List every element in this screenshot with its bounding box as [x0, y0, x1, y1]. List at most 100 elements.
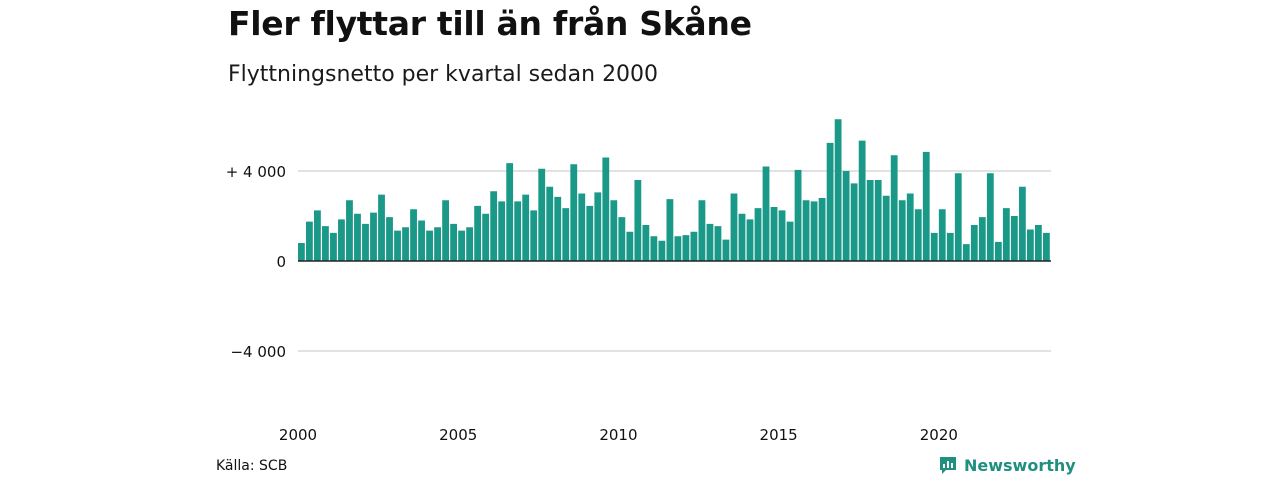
bar-2021K1	[970, 225, 978, 261]
bar-2014K2	[754, 208, 762, 262]
bar-2009K2	[594, 192, 602, 262]
bar-2016K3	[826, 142, 834, 262]
y-axis-labels: + 4 000 0 −4 000	[226, 163, 286, 361]
bar-2023K1	[1034, 225, 1042, 261]
bar-2000K1	[298, 243, 305, 261]
bar-2000K3	[314, 210, 321, 262]
bar-2000K2	[306, 221, 313, 262]
bar-2018K1	[874, 180, 882, 261]
bar-2003K1	[394, 230, 401, 262]
x-tick-label: 2010	[599, 426, 637, 444]
bar-2013K1	[714, 226, 722, 262]
bar-2014K3	[762, 166, 770, 261]
bar-2014K4	[770, 207, 778, 261]
bar-2022K1	[1002, 208, 1010, 262]
bar-2010K3	[634, 180, 642, 261]
bar-2008K1	[554, 196, 562, 262]
x-tick-label: 2020	[920, 426, 958, 444]
bar-2017K4	[866, 180, 874, 261]
x-axis-labels: 2000 2005 2010 2015 2020	[279, 426, 958, 444]
bar-2009K4	[610, 200, 618, 261]
bar-2021K4	[994, 241, 1002, 262]
bar-2019K1	[906, 193, 914, 261]
bar-2018K3	[890, 155, 898, 261]
bar-2009K3	[602, 157, 610, 261]
bar-2011K2	[658, 240, 666, 261]
bar-2017K1	[842, 171, 850, 261]
bar-2015K2	[786, 221, 794, 262]
bar-2004K1	[426, 230, 433, 262]
bar-2020K3	[954, 173, 962, 261]
bar-2004K3	[442, 200, 449, 261]
bar-2020K4	[962, 244, 970, 262]
bar-2021K3	[986, 173, 994, 261]
bar-2005K1	[458, 230, 466, 262]
chart-title: Fler flyttar till än från Skåne	[228, 4, 752, 43]
bar-2003K4	[418, 220, 425, 261]
bar-2008K4	[578, 193, 586, 261]
bar-2015K1	[778, 210, 786, 262]
bar-2006K3	[506, 163, 514, 262]
bar-2002K3	[378, 194, 385, 262]
bar-2006K2	[498, 201, 506, 262]
bar-2022K4	[1026, 229, 1034, 261]
bar-2002K2	[370, 212, 377, 262]
bar-2011K3	[666, 199, 674, 262]
bar-2014K1	[746, 219, 754, 262]
bar-2011K4	[674, 236, 682, 261]
bar-2007K4	[546, 186, 554, 261]
bar-2006K4	[514, 201, 522, 262]
bar-2001K2	[338, 219, 345, 262]
chart-subtitle: Flyttningsnetto per kvartal sedan 2000	[228, 62, 659, 87]
bar-2010K2	[626, 231, 634, 261]
bar-2022K2	[1010, 216, 1018, 261]
bar-2016K4	[834, 119, 842, 261]
x-tick-label: 2005	[439, 426, 477, 444]
bar-2018K2	[882, 195, 890, 261]
bar-2003K3	[410, 209, 417, 261]
bar-2012K4	[706, 223, 714, 262]
bar-2020K2	[946, 232, 954, 262]
bar-2012K2	[690, 231, 698, 261]
y-tick-label: + 4 000	[226, 163, 286, 181]
bar-2018K4	[898, 200, 906, 261]
brand-name: Newsworthy	[964, 455, 1076, 475]
bar-2008K2	[562, 208, 570, 262]
bar-2011K1	[650, 236, 658, 261]
bar-2016K1	[810, 201, 818, 262]
newsworthy-logo-icon	[940, 457, 956, 474]
bar-2000K4	[322, 226, 329, 262]
brand-logo[interactable]: Newsworthy	[938, 455, 1076, 475]
bar-2012K3	[698, 200, 706, 261]
bar-2023K2	[1042, 232, 1050, 262]
bar-2005K2	[466, 227, 474, 261]
bar-2001K3	[346, 200, 353, 261]
bar-2004K2	[434, 227, 441, 261]
source-note: Källa: SCB	[216, 458, 288, 474]
bar-2010K1	[618, 217, 626, 262]
bar-2004K4	[450, 223, 458, 262]
bar-2007K3	[538, 168, 546, 261]
bar-2017K2	[850, 183, 858, 262]
bar-2007K2	[530, 210, 538, 262]
bar-2007K1	[522, 194, 530, 262]
y-tick-label: −4 000	[230, 343, 286, 361]
bar-2012K1	[682, 235, 690, 262]
bar-2009K1	[586, 205, 594, 262]
bar-2013K3	[730, 193, 738, 261]
bar-2015K3	[794, 169, 802, 262]
bar-2008K3	[570, 164, 578, 261]
bars	[298, 119, 1050, 262]
bar-2002K4	[386, 217, 393, 262]
bar-2016K2	[818, 198, 826, 261]
x-tick-label: 2000	[279, 426, 317, 444]
bar-2020K1	[938, 209, 946, 261]
bar-2006K1	[490, 191, 498, 261]
bar-2019K4	[930, 232, 938, 262]
y-tick-label: 0	[276, 253, 286, 271]
bar-2019K2	[914, 209, 922, 261]
bar-2003K2	[402, 227, 409, 261]
x-tick-label: 2015	[760, 426, 798, 444]
bar-2013K4	[738, 213, 746, 261]
